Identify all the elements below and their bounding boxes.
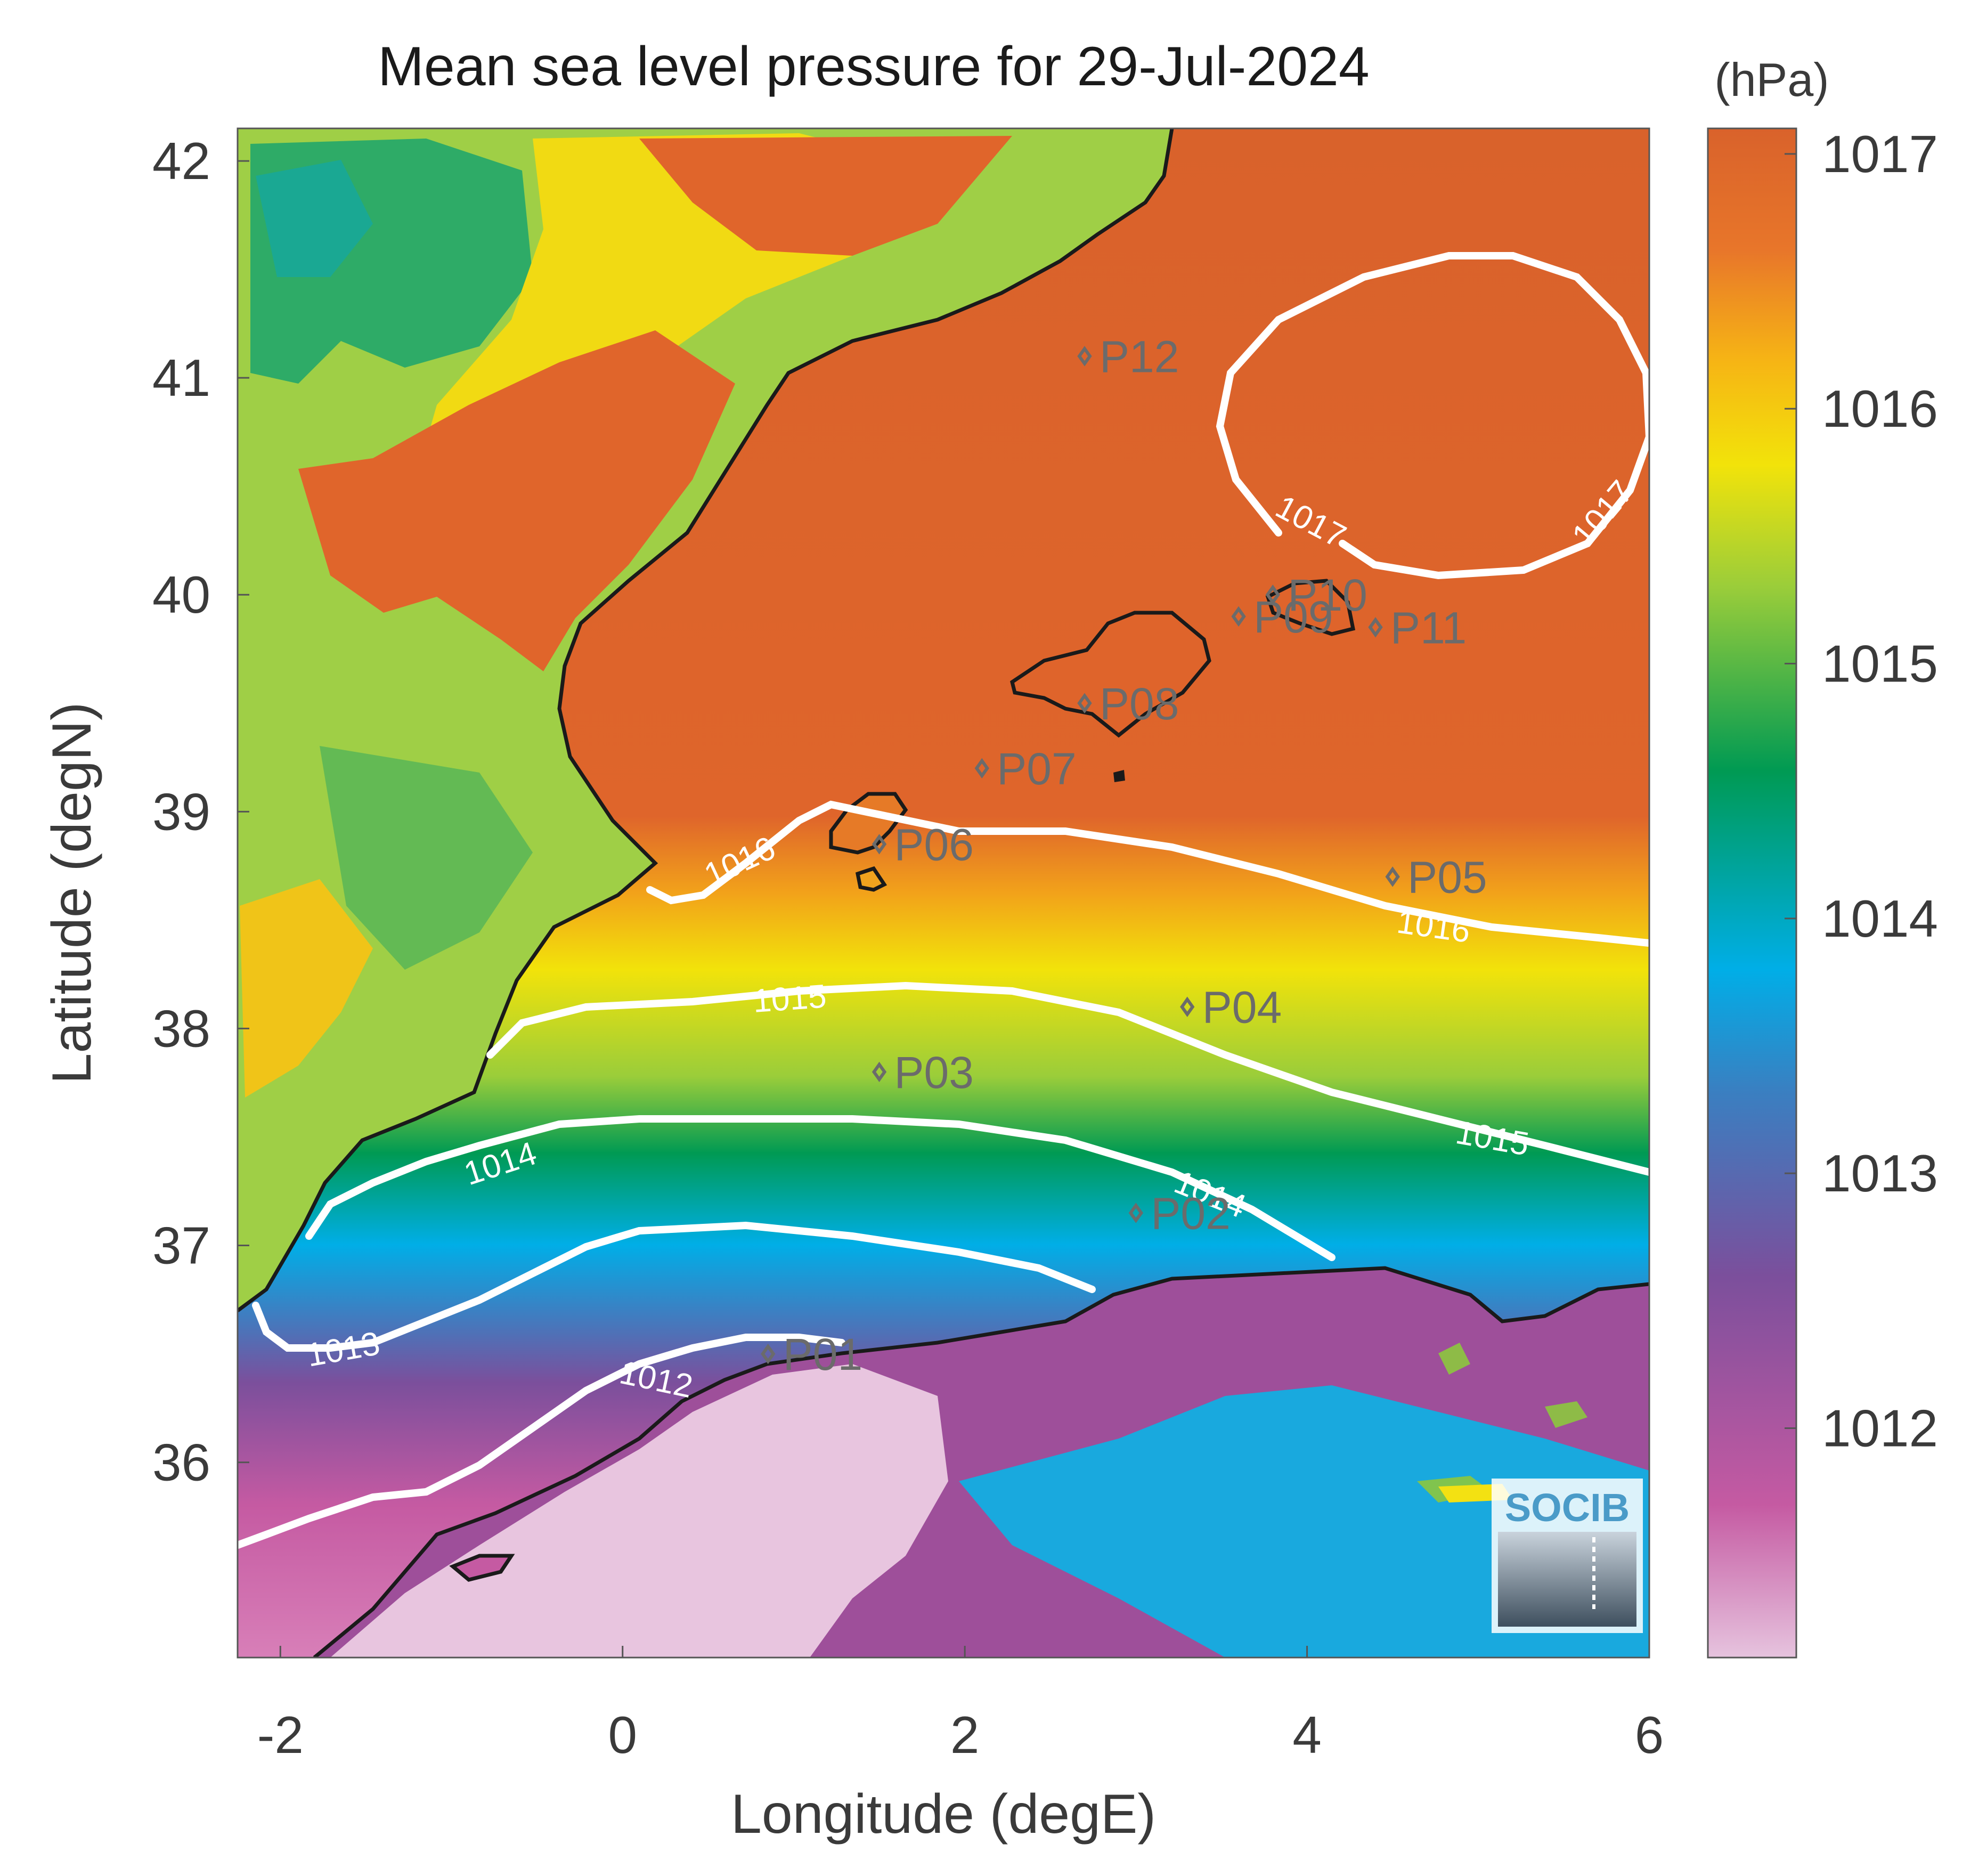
island-alboran <box>449 1554 515 1582</box>
station-label: P03 <box>894 1047 974 1098</box>
logo-text: SOCIB <box>1505 1485 1630 1530</box>
station-marker <box>1368 617 1383 638</box>
station-label: P09 <box>1253 592 1333 642</box>
station-marker <box>974 758 989 779</box>
station-marker <box>1180 996 1195 1017</box>
station-label: P07 <box>997 744 1076 794</box>
island-cabrera <box>1113 770 1125 782</box>
colorbar-gradient <box>1707 127 1797 1659</box>
colorbar: (hPa) 1012 1013 1014 1015 1016 1017 <box>1707 53 1938 1659</box>
contour-1017 <box>1216 252 1649 580</box>
station-label: P04 <box>1202 982 1282 1033</box>
colorbar-ticks: 1012 1013 1014 1015 1016 1017 <box>1785 125 1938 1458</box>
contour-1015 <box>486 981 1649 1176</box>
y-tick-label: 40 <box>152 565 210 624</box>
island-menorca <box>1265 579 1356 636</box>
y-axis: 36 37 38 39 40 41 42 <box>152 132 249 1492</box>
contour-1016 <box>646 800 1649 947</box>
station-marker <box>1128 1203 1144 1223</box>
station-label: P08 <box>1100 679 1179 729</box>
station-label: P06 <box>894 819 974 870</box>
station-marker <box>1231 606 1246 627</box>
y-tick-label: 42 <box>152 132 210 190</box>
island-formentera <box>855 866 887 892</box>
coastline-north-africa <box>313 1266 1649 1658</box>
terrain-green-spots <box>1417 1343 1587 1503</box>
terrain-orange <box>298 330 735 671</box>
logo-gradient <box>1498 1532 1636 1627</box>
station-marker <box>1265 584 1281 605</box>
contour-1014 <box>305 1115 1335 1261</box>
station-marker <box>872 834 887 855</box>
y-tick-label: 39 <box>152 782 210 841</box>
x-tick-label: 0 <box>608 1706 637 1764</box>
map-area: 1017 1017 1016 1016 1015 1015 1014 1014 … <box>238 128 1649 1658</box>
station-marker <box>872 1061 887 1083</box>
map-frame <box>237 127 1650 1659</box>
coastline-iberia <box>238 128 1174 1312</box>
x-tick-label: -2 <box>257 1706 304 1764</box>
station-label: P05 <box>1407 852 1487 902</box>
station-label: P10 <box>1288 570 1367 620</box>
chart-title: Mean sea level pressure for 29-Jul-2024 <box>378 36 1369 98</box>
x-tick-label: 2 <box>950 1706 980 1764</box>
colorbar-tick-label: 1016 <box>1822 379 1938 438</box>
y-axis-label: Latitude (degN) <box>41 702 103 1084</box>
y-tick-label: 38 <box>152 999 210 1058</box>
y-tick-label: 41 <box>152 348 210 407</box>
contour-1013 <box>252 1221 1096 1352</box>
station-marker <box>1077 346 1092 367</box>
station-marker <box>1077 693 1092 713</box>
terrain-teal <box>256 160 373 277</box>
y-tick-label: 37 <box>152 1216 210 1275</box>
colorbar-tick-label: 1015 <box>1822 635 1938 693</box>
station-label: P02 <box>1151 1188 1230 1238</box>
x-tick-label: 4 <box>1292 1706 1322 1764</box>
island-mallorca <box>1010 611 1211 738</box>
station-label: P11 <box>1390 603 1467 653</box>
x-tick-label: 6 <box>1635 1706 1664 1764</box>
terrain-pink <box>330 1364 948 1658</box>
contour-label: 1015 <box>752 978 827 1020</box>
colorbar-tick-label: 1014 <box>1822 889 1938 948</box>
x-axis: -2 0 2 4 6 <box>257 1646 1664 1764</box>
colorbar-unit-label: (hPa) <box>1714 53 1829 106</box>
station-label: P12 <box>1100 331 1179 381</box>
contour-lines <box>238 252 1649 1549</box>
station-marker <box>1385 866 1400 887</box>
station-label: P01 <box>783 1329 862 1379</box>
colorbar-tick-label: 1013 <box>1822 1144 1938 1203</box>
terrain-orange-2 <box>639 136 1012 256</box>
station-marker <box>761 1343 776 1365</box>
socib-logo: SOCIB <box>1492 1479 1643 1633</box>
terrain-blue <box>959 1385 1649 1658</box>
colorbar-tick-label: 1012 <box>1822 1399 1938 1458</box>
x-axis-label: Longitude (degE) <box>731 1783 1156 1845</box>
terrain-green-south <box>320 746 533 970</box>
y-tick-label: 36 <box>152 1433 210 1492</box>
terrain-yellow-south <box>240 879 373 1098</box>
colorbar-tick-label: 1017 <box>1822 125 1938 183</box>
contour-1012 <box>238 1334 845 1549</box>
